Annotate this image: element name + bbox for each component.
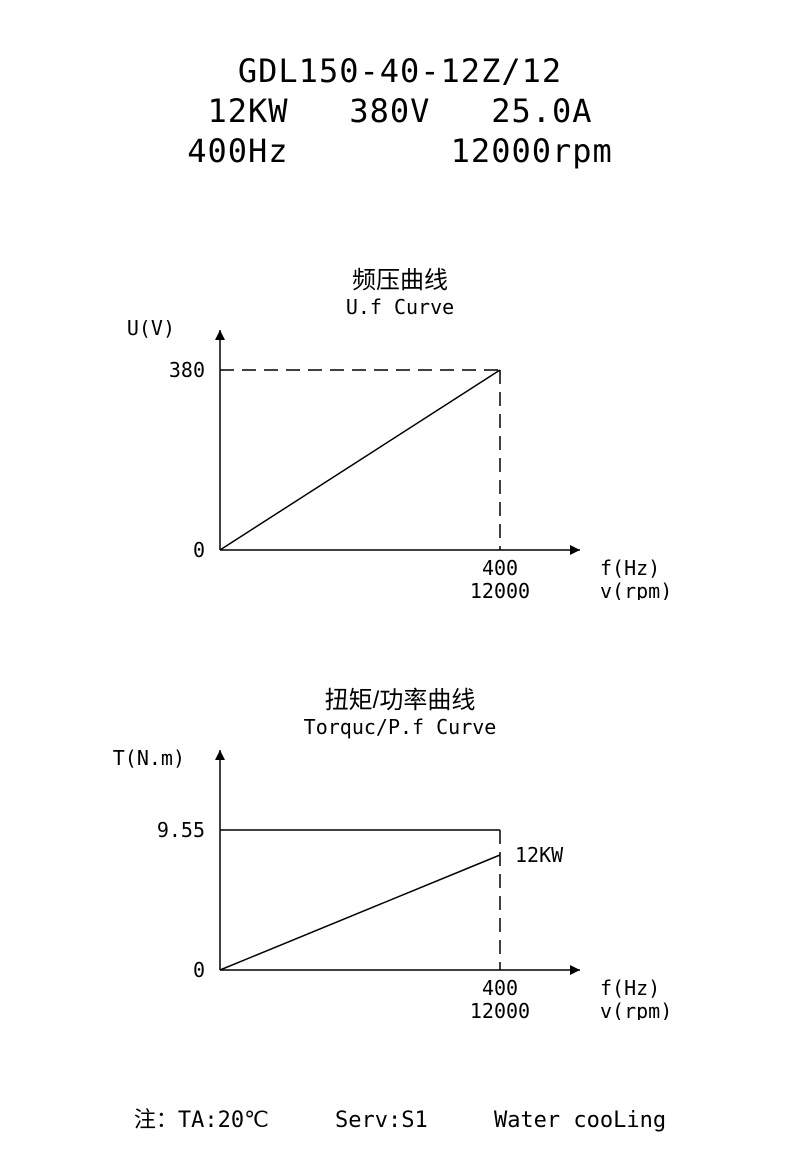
footer-note: 注：TA:20℃ Serv:S1 Water cooLing <box>0 1102 800 1134</box>
chart2-title-en: Torquc/P.f Curve <box>0 715 800 739</box>
chart1-svg: U(V) 380 0 40012000 f(Hz)v(rpm) <box>70 320 710 600</box>
svg-text:380: 380 <box>169 358 205 382</box>
spec-line: 12KW 380V 25.0A <box>0 92 800 130</box>
header-block: GDL150-40-12Z/12 12KW 380V 25.0A 400Hz 1… <box>0 50 800 172</box>
svg-text:v(rpm): v(rpm) <box>600 999 672 1020</box>
chart2-title-cn: 扭矩/功率曲线 <box>0 680 800 715</box>
svg-text:0: 0 <box>193 958 205 982</box>
svg-text:f(Hz): f(Hz) <box>600 556 660 580</box>
chart2-svg: T(N.m) 9.55 0 40012000 f(Hz)v(rpm) 12KW <box>70 740 710 1020</box>
svg-text:12000: 12000 <box>470 579 530 600</box>
chart1-title-cn: 频压曲线 <box>0 260 800 295</box>
svg-text:12000: 12000 <box>470 999 530 1020</box>
svg-text:f(Hz): f(Hz) <box>600 976 660 1000</box>
svg-text:400: 400 <box>482 976 518 1000</box>
svg-text:9.55: 9.55 <box>157 818 205 842</box>
svg-text:T(N.m): T(N.m) <box>113 746 185 770</box>
svg-text:12KW: 12KW <box>515 843 564 867</box>
page: GDL150-40-12Z/12 12KW 380V 25.0A 400Hz 1… <box>0 0 800 1164</box>
svg-text:0: 0 <box>193 538 205 562</box>
chart1-title-block: 频压曲线 U.f Curve <box>0 260 800 319</box>
chart2-container: T(N.m) 9.55 0 40012000 f(Hz)v(rpm) 12KW <box>70 740 710 1025</box>
svg-text:U(V): U(V) <box>127 320 175 340</box>
chart2-title-block: 扭矩/功率曲线 Torquc/P.f Curve <box>0 680 800 739</box>
model-number: GDL150-40-12Z/12 <box>0 52 800 90</box>
chart1-title-en: U.f Curve <box>0 295 800 319</box>
svg-text:400: 400 <box>482 556 518 580</box>
freq-rpm-line: 400Hz 12000rpm <box>0 132 800 170</box>
svg-text:v(rpm): v(rpm) <box>600 579 672 600</box>
chart1-container: U(V) 380 0 40012000 f(Hz)v(rpm) <box>70 320 710 605</box>
